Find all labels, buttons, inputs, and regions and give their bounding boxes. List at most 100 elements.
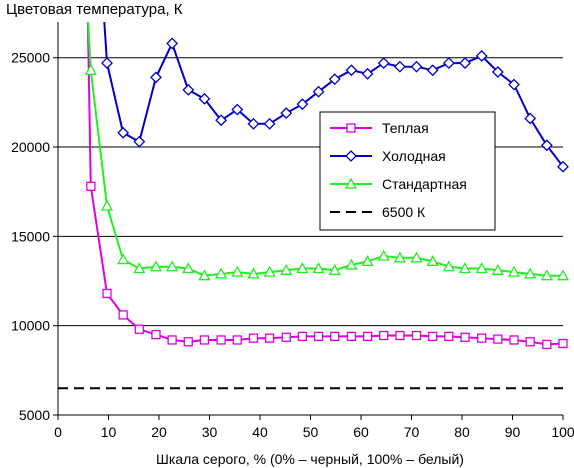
data-point: [248, 333, 259, 343]
x-tick-label: 40: [252, 424, 268, 440]
data-point: [395, 330, 405, 341]
data-point: [182, 262, 195, 274]
data-point: [150, 71, 162, 84]
data-point: [442, 260, 455, 272]
data-point: [345, 150, 357, 162]
data-point: [460, 332, 470, 342]
data-point: [247, 267, 260, 279]
data-point: [379, 330, 389, 341]
y-tick-label: 25000: [11, 50, 50, 66]
data-point: [312, 262, 325, 274]
data-point: [182, 83, 195, 96]
data-point: [491, 66, 504, 78]
data-point: [377, 57, 390, 70]
data-point: [198, 269, 211, 281]
data-point: [377, 249, 390, 261]
x-tick-label: 50: [303, 424, 319, 440]
data-point: [84, 63, 97, 75]
x-tick-label: 10: [101, 424, 117, 440]
data-point: [477, 333, 487, 343]
data-point: [263, 117, 276, 130]
data-point: [328, 73, 341, 86]
grid-lines: [58, 57, 563, 416]
data-point: [232, 335, 242, 345]
data-point: [215, 114, 228, 127]
data-point: [557, 160, 569, 173]
y-tick-label: 15000: [11, 228, 50, 244]
data-point: [344, 177, 358, 189]
data-point: [117, 126, 130, 139]
data-point: [346, 123, 356, 133]
data-point: [297, 331, 308, 342]
data-point: [525, 337, 535, 347]
data-point: [330, 331, 340, 342]
data-point: [151, 329, 161, 340]
data-point: [247, 117, 260, 130]
x-tick-label: 20: [151, 424, 167, 440]
data-point: [475, 50, 488, 62]
data-point: [183, 337, 193, 347]
series-layer: [58, 22, 570, 390]
x-tick-label: 0: [54, 424, 62, 440]
data-point: [215, 267, 228, 279]
data-point: [507, 265, 521, 277]
data-point: [508, 78, 520, 91]
data-point: [231, 265, 244, 277]
x-tick-label: 90: [505, 424, 521, 440]
data-point: [100, 199, 114, 211]
data-point: [393, 60, 406, 73]
legend-label: Стандартная: [382, 176, 467, 192]
series-markers: [84, 37, 570, 350]
data-point: [428, 331, 438, 342]
y-axis-ticks: 5000 10000 15000 20000 25000: [11, 50, 58, 423]
data-point: [133, 262, 146, 274]
x-tick-label: 30: [202, 424, 218, 440]
data-point: [296, 262, 309, 274]
legend: Теплая Холодная Стандартная 6500 К: [319, 111, 496, 231]
data-point: [426, 255, 439, 267]
data-point: [540, 139, 553, 152]
x-axis-ticks: 0 10 20 30 40 50 60 70 80 90 100: [54, 415, 574, 440]
data-point: [263, 265, 276, 277]
x-tick-label: 80: [454, 424, 470, 440]
data-point: [444, 331, 454, 342]
x-tick-label: 100: [551, 424, 574, 440]
data-point: [216, 335, 226, 345]
data-point: [458, 262, 472, 274]
y-tick-label: 10000: [11, 318, 50, 334]
data-point: [280, 263, 293, 275]
data-point: [312, 85, 325, 98]
data-point: [442, 57, 455, 70]
data-point: [556, 269, 570, 281]
data-point: [86, 181, 96, 191]
data-point: [362, 331, 373, 342]
y-tick-label: 20000: [11, 139, 50, 155]
data-point: [167, 335, 177, 345]
legend-label: Холодная: [382, 148, 446, 164]
data-point: [166, 37, 179, 50]
data-point: [101, 57, 113, 70]
data-point: [542, 339, 552, 350]
data-point: [345, 64, 358, 77]
legend-label: 6500 К: [382, 204, 426, 220]
chart-title: Цветовая температура, К: [6, 1, 183, 18]
x-axis-label: Шкала серого, % (0% – черный, 100% – бел…: [156, 451, 464, 467]
data-point: [411, 330, 422, 341]
data-point: [134, 324, 144, 334]
data-point: [459, 57, 471, 70]
data-point: [524, 267, 537, 279]
legend-label: Теплая: [382, 120, 429, 136]
data-point: [361, 255, 374, 267]
data-point: [313, 331, 324, 342]
data-point: [475, 262, 488, 274]
data-point: [102, 288, 112, 299]
data-point: [328, 263, 341, 275]
data-point: [540, 269, 553, 281]
data-point: [493, 334, 503, 344]
data-point: [231, 103, 244, 116]
data-point: [117, 253, 130, 265]
data-point: [296, 98, 309, 111]
y-tick-label: 5000: [19, 407, 50, 423]
data-point: [393, 251, 406, 263]
